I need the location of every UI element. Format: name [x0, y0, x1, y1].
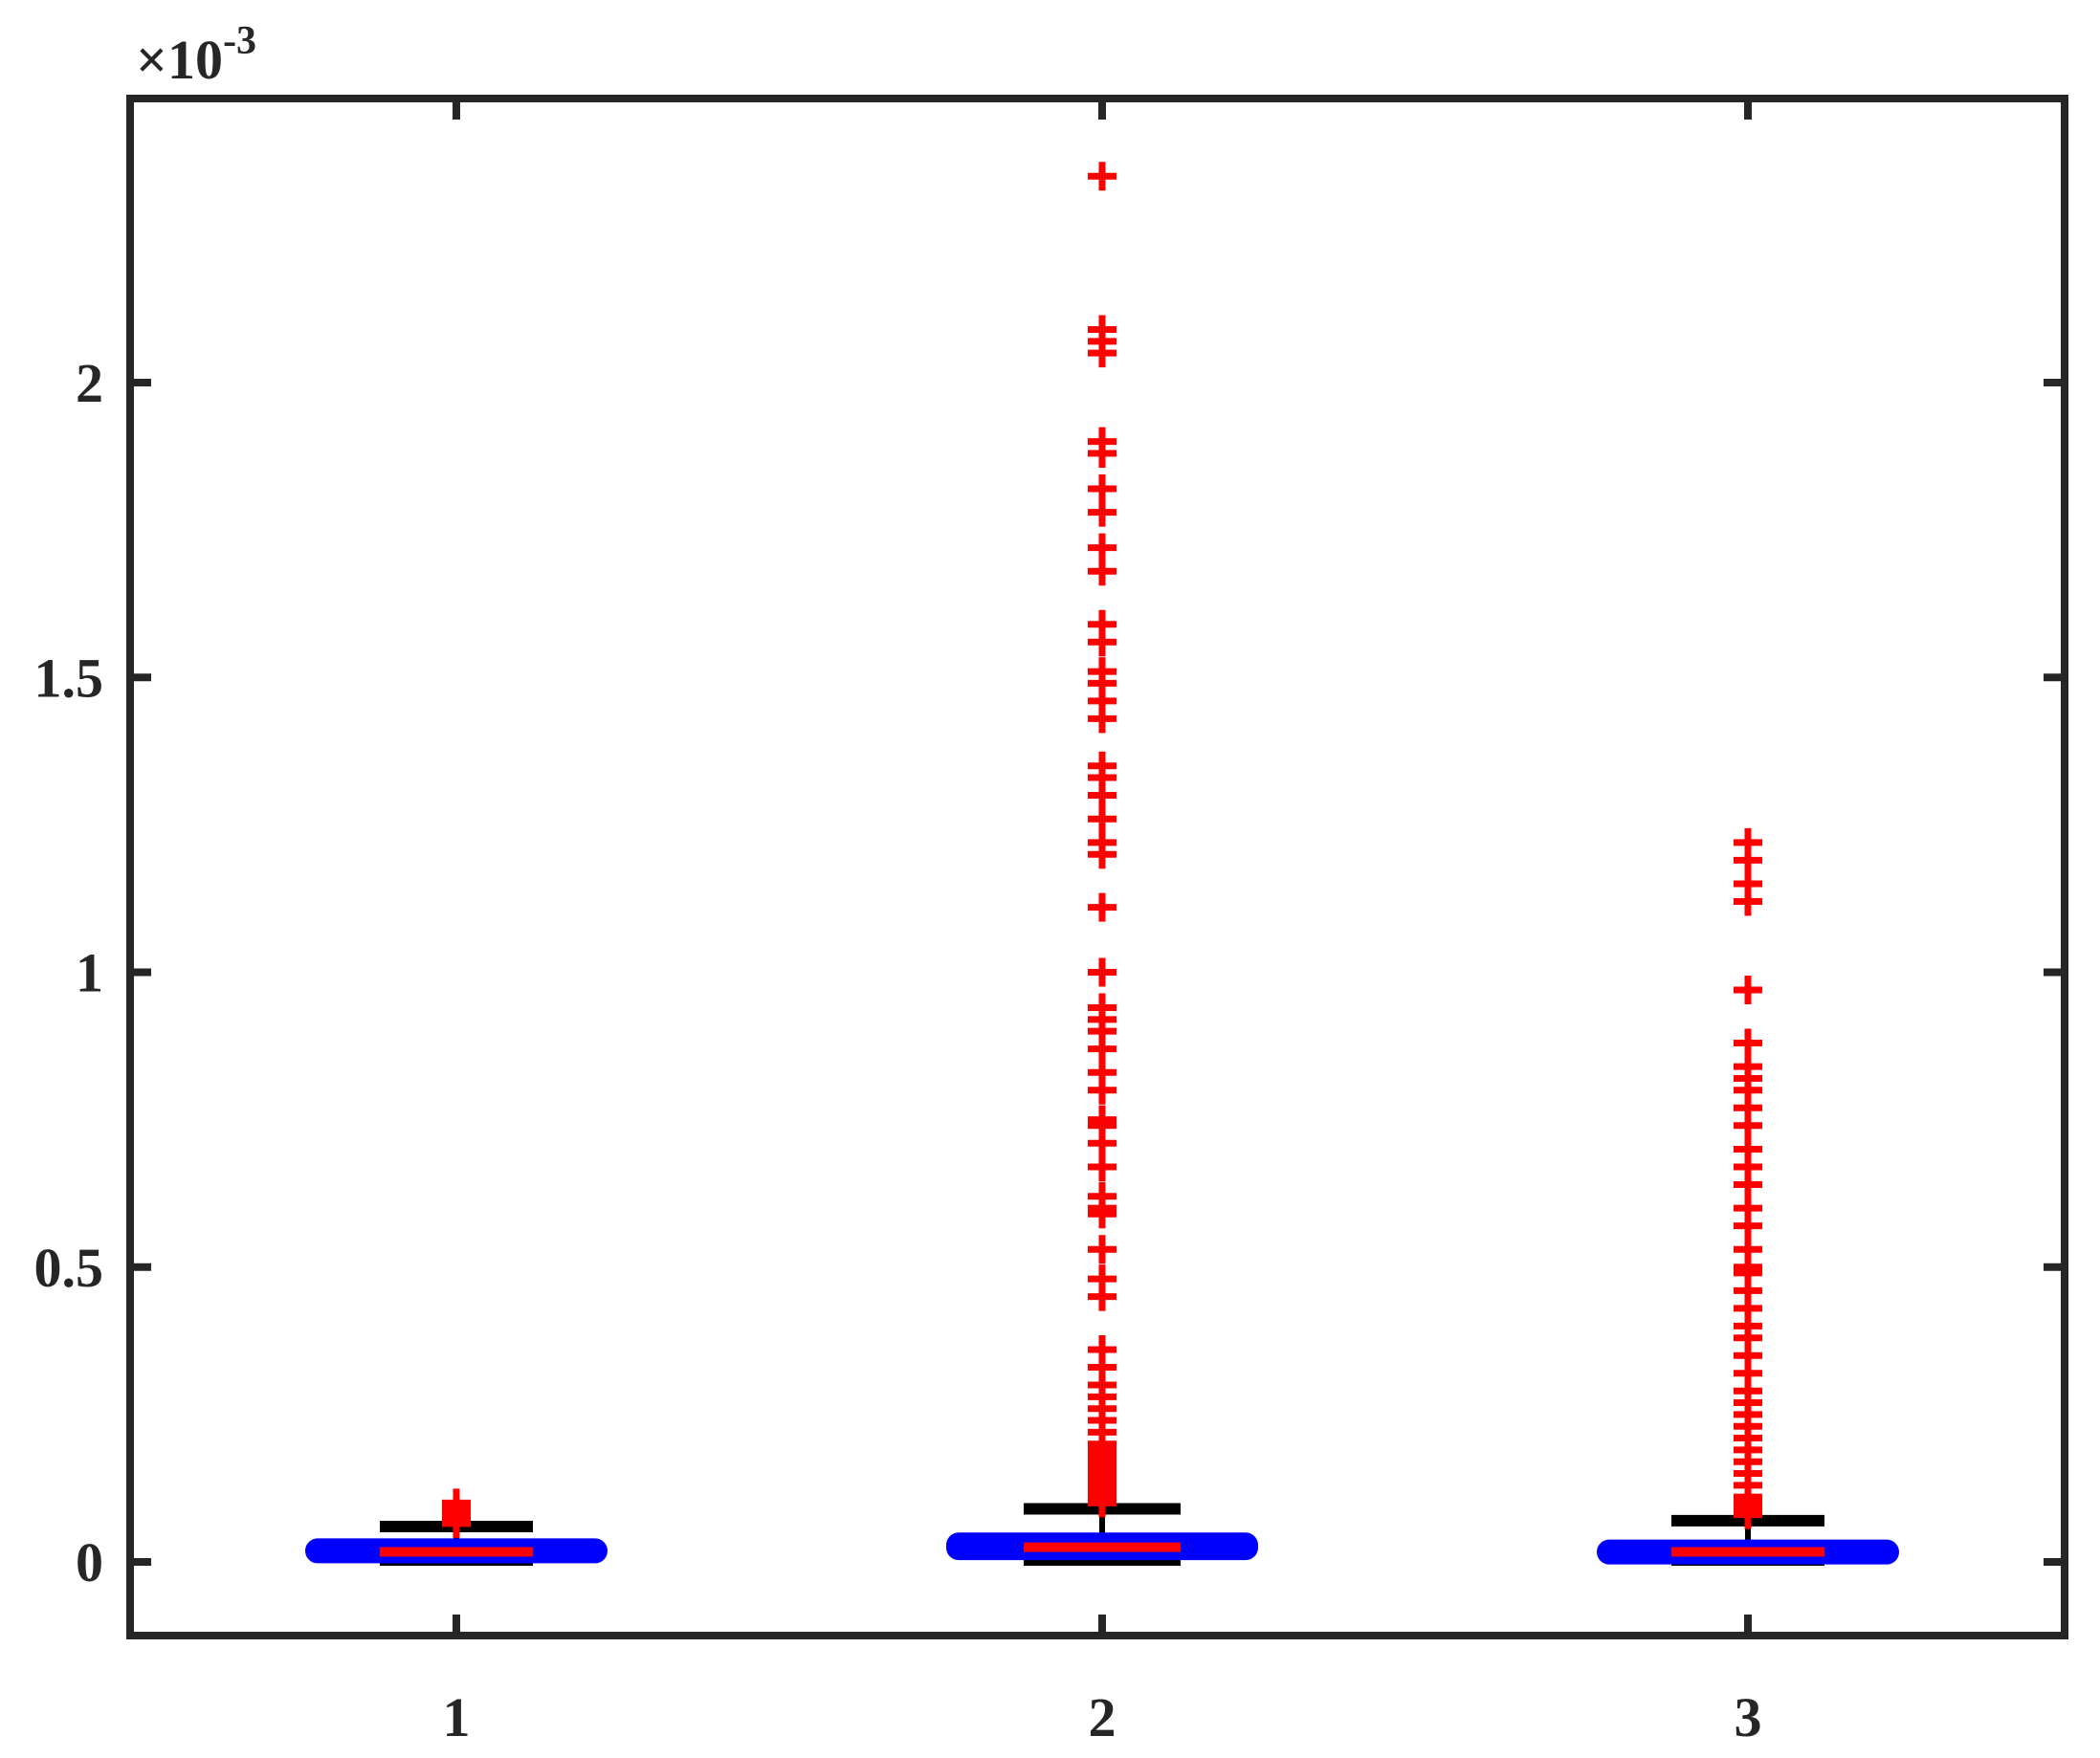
outlier-marker	[1734, 1028, 1762, 1058]
outlier-marker	[1088, 892, 1116, 922]
outlier-marker	[1088, 993, 1116, 1022]
x-tick-label: 1	[443, 1686, 471, 1748]
outlier-marker	[1088, 957, 1116, 987]
outlier-marker	[1734, 827, 1762, 857]
exponent-base: ×10	[136, 29, 223, 91]
outlier-marker	[1088, 533, 1116, 562]
y-exponent-label: ×10-3	[136, 19, 256, 91]
outlier-marker	[1088, 1335, 1116, 1365]
outlier-marker	[1088, 609, 1116, 639]
y-tick-label: 1.5	[34, 647, 104, 709]
chart-marks	[305, 162, 1899, 1566]
outlier-marker	[442, 1488, 471, 1518]
outlier-marker	[1088, 162, 1116, 191]
y-tick-label: 1	[76, 942, 103, 1004]
tick-labels: 0 0.5 1 1.5 2 1 2 3	[34, 352, 1762, 1748]
outlier-marker	[1088, 315, 1116, 344]
outlier-marker	[1734, 975, 1762, 1004]
box-group-2	[946, 162, 1258, 1566]
outlier-marker	[1088, 751, 1116, 780]
outlier-marker	[1088, 1235, 1116, 1264]
box-group-3	[1597, 827, 1899, 1566]
outlier-marker	[1088, 1264, 1116, 1294]
axis-ticks	[130, 99, 2065, 1636]
outlier-marker	[1088, 427, 1116, 456]
x-tick-label: 2	[1089, 1686, 1116, 1748]
outlier-marker	[1088, 1181, 1116, 1211]
y-tick-label: 0	[76, 1531, 103, 1593]
outlier-marker	[1088, 473, 1116, 503]
box-group-1	[305, 1488, 608, 1566]
y-tick-label: 0.5	[34, 1237, 104, 1299]
y-tick-label: 2	[76, 352, 103, 414]
outlier-marker	[1088, 657, 1116, 687]
outlier-marker	[1088, 1105, 1116, 1134]
exponent-power: -3	[223, 19, 256, 63]
x-tick-label: 3	[1735, 1686, 1762, 1748]
axes-frame	[126, 95, 2068, 1639]
